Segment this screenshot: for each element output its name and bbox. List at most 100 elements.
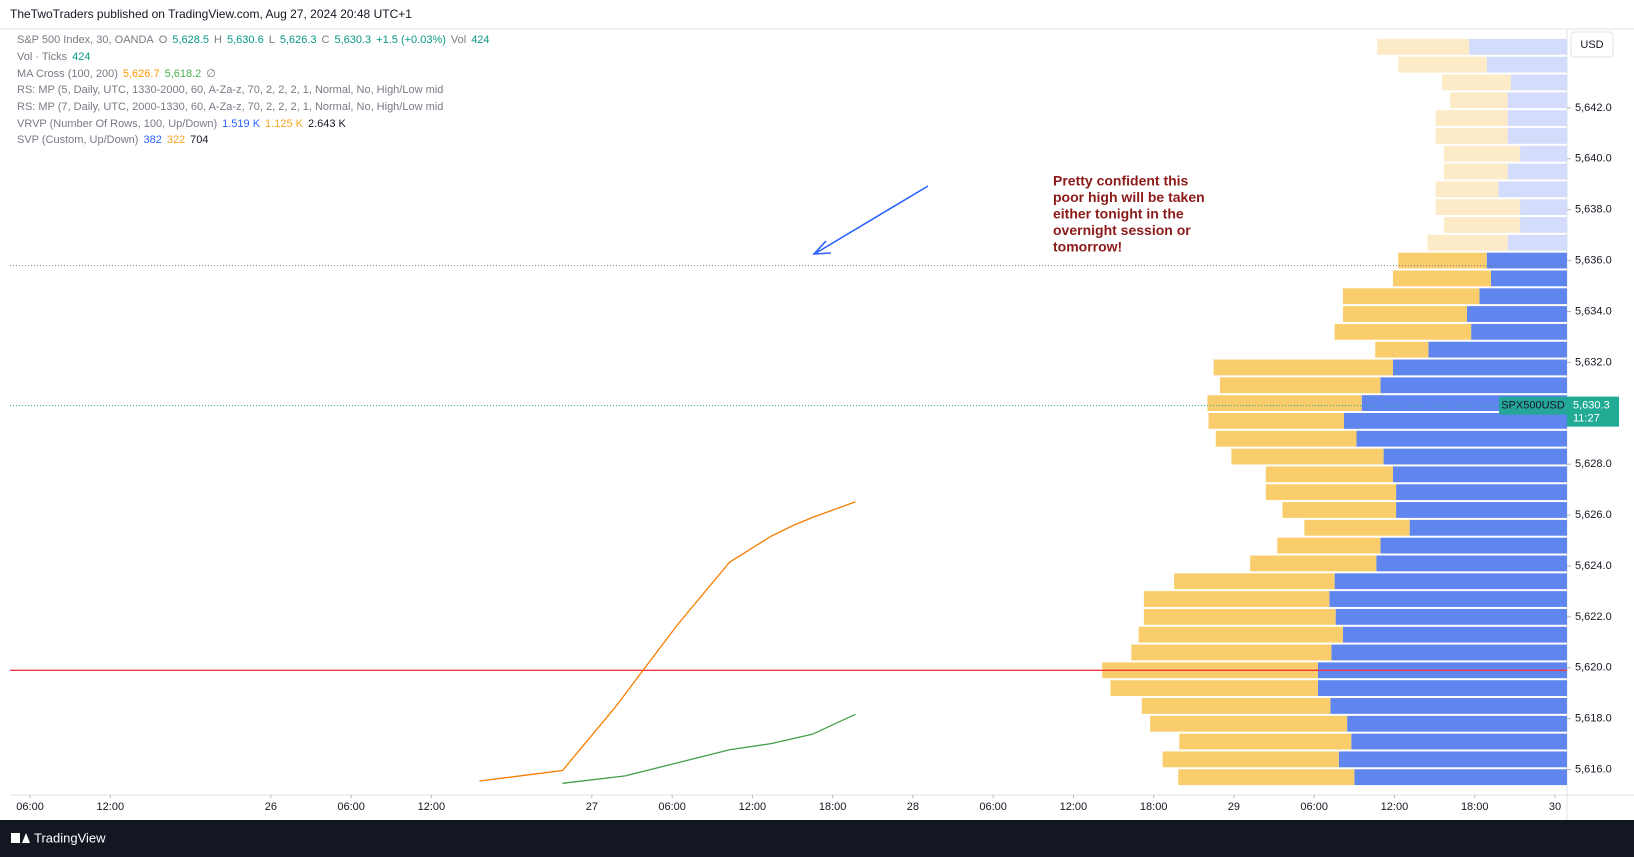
profile-down-bar xyxy=(1520,217,1567,233)
legend-row: RS: MP (5, Daily, UTC, 1330-2000, 60, A-… xyxy=(17,84,448,96)
currency-button[interactable] xyxy=(1570,31,1614,58)
profile-up-bar xyxy=(1444,163,1508,180)
legend-text: Vol xyxy=(450,34,467,46)
currency-label[interactable]: USD xyxy=(1580,39,1603,51)
profile-down-bar xyxy=(1507,110,1567,126)
legend-text: RS: MP (7, Daily, UTC, 2000-1330, 60, A-… xyxy=(17,100,444,113)
logo-block xyxy=(11,833,20,843)
profile-up-bar xyxy=(1150,715,1348,732)
x-tick-label: 26 xyxy=(265,801,277,813)
legend-text: 5,618.2 xyxy=(164,68,202,81)
profile-down-bar xyxy=(1356,430,1567,447)
annotation-text: either tonight in the xyxy=(1053,206,1184,222)
legend-text: 2.643 K xyxy=(307,117,346,130)
profile-down-bar xyxy=(1428,341,1567,358)
profile-down-bar xyxy=(1479,288,1567,305)
footer-brand: TradingView xyxy=(34,830,106,845)
x-tick-label: 12:00 xyxy=(97,801,125,813)
symbol-tag-label: SPX500USD xyxy=(1501,400,1565,412)
header-bar xyxy=(0,0,1634,29)
y-tick-label: 5,638.0 xyxy=(1575,204,1612,216)
legend-row: MA Cross (100, 200) 5,626.7 5,618.2 ∅ xyxy=(17,67,221,80)
profile-up-bar xyxy=(1450,92,1508,109)
profile-up-bar xyxy=(1427,234,1508,251)
legend-text: +1.5 (+0.03%) xyxy=(376,34,446,46)
legend-text: O xyxy=(158,34,168,46)
profile-up-bar xyxy=(1392,270,1491,287)
annotation-arrow xyxy=(815,185,929,254)
profile-down-bar xyxy=(1469,38,1567,55)
x-tick-label: 12:00 xyxy=(739,801,767,813)
legend-text: 1.125 K xyxy=(265,117,303,130)
profile-up-bar xyxy=(1334,323,1472,340)
x-tick-label: 06:00 xyxy=(16,801,44,813)
annotation-text: Pretty confident this xyxy=(1053,173,1189,189)
profile-down-bar xyxy=(1520,199,1567,216)
logo-triangle xyxy=(22,833,30,843)
legend-row: VRVP (Number Of Rows, 100, Up/Down) 1.519… xyxy=(17,118,351,130)
profile-down-bar xyxy=(1486,56,1567,73)
profile-up-bar xyxy=(1342,288,1480,305)
ma-line xyxy=(562,713,856,784)
profile-down-bar xyxy=(1396,484,1567,501)
y-tick-label: 5,628.0 xyxy=(1575,458,1612,470)
profile-down-bar xyxy=(1520,145,1567,162)
profile-up-bar xyxy=(1377,38,1470,55)
profile-up-bar xyxy=(1174,573,1335,590)
ma-line xyxy=(479,501,856,782)
profile-down-bar xyxy=(1376,555,1567,572)
profile-up-bar xyxy=(1282,502,1397,518)
profile-up-bar xyxy=(1143,608,1336,625)
profile-up-bar xyxy=(1138,626,1343,643)
legend-text: 382 xyxy=(143,134,162,147)
profile-down-bar xyxy=(1507,127,1567,144)
profile-up-bar xyxy=(1219,377,1381,394)
profile-up-bar xyxy=(1398,252,1487,269)
profile-down-bar xyxy=(1338,751,1567,768)
annotation-text: poor high will be taken xyxy=(1053,189,1205,205)
legend-text: 424 xyxy=(471,34,490,46)
legend-row: RS: MP (7, Daily, UTC, 2000-1330, 60, A-… xyxy=(17,101,448,113)
legend-text: 5,630.6 xyxy=(226,34,264,46)
profile-down-bar xyxy=(1510,74,1567,91)
profile-up-bar xyxy=(1435,110,1508,126)
legend-text: 5,630.3 xyxy=(334,34,372,46)
y-tick-label: 5,616.0 xyxy=(1575,763,1612,775)
x-tick-label: 28 xyxy=(907,801,919,813)
annotation-arrow-head xyxy=(812,240,832,255)
main-layer: 5,616.0 5,618.0 5,620.0 5,622.0 5,624.0 5,626… xyxy=(10,102,1619,813)
annotation-text: tomorrow! xyxy=(1053,239,1122,255)
price-tag-label: 5,630.3 xyxy=(1573,400,1610,412)
profile-down-bar xyxy=(1471,323,1567,340)
x-tick-label: 12:00 xyxy=(1381,801,1409,813)
profile-up-bar xyxy=(1398,56,1487,73)
legend-text: ∅ xyxy=(206,68,216,81)
profile-down-bar xyxy=(1351,733,1567,750)
legend-text: 1.519 K xyxy=(222,117,261,130)
profile-down-bar xyxy=(1466,306,1567,322)
profile-up-bar xyxy=(1178,769,1355,786)
price-tag xyxy=(1567,396,1619,427)
x-tick-label: 18:00 xyxy=(1461,801,1489,813)
y-tick-label: 5,626.0 xyxy=(1575,509,1612,521)
symbol-tag xyxy=(1499,396,1567,415)
profile-down-bar xyxy=(1392,466,1567,483)
profile-down-bar xyxy=(1317,680,1567,697)
profile-up-bar xyxy=(1131,644,1332,661)
legend-row: SVP (Custom, Up/Down) 382 322 704 xyxy=(17,134,214,146)
profile-down-bar xyxy=(1409,519,1567,536)
profile-up-bar xyxy=(1265,484,1397,501)
profile-up-bar xyxy=(1207,395,1362,411)
legend-text: 704 xyxy=(190,134,209,147)
profile-up-bar xyxy=(1250,555,1377,572)
profile-up-bar xyxy=(1304,519,1410,536)
profile-up-bar xyxy=(1215,430,1357,447)
profile-down-bar xyxy=(1335,608,1567,625)
profile-up-bar xyxy=(1110,680,1318,697)
header-text: TheTwoTraders published on TradingView.c… xyxy=(10,7,412,21)
legend-text: MA Cross (100, 200) xyxy=(17,68,118,81)
profile-layer xyxy=(1102,38,1567,786)
legend-text: 322 xyxy=(166,134,186,147)
